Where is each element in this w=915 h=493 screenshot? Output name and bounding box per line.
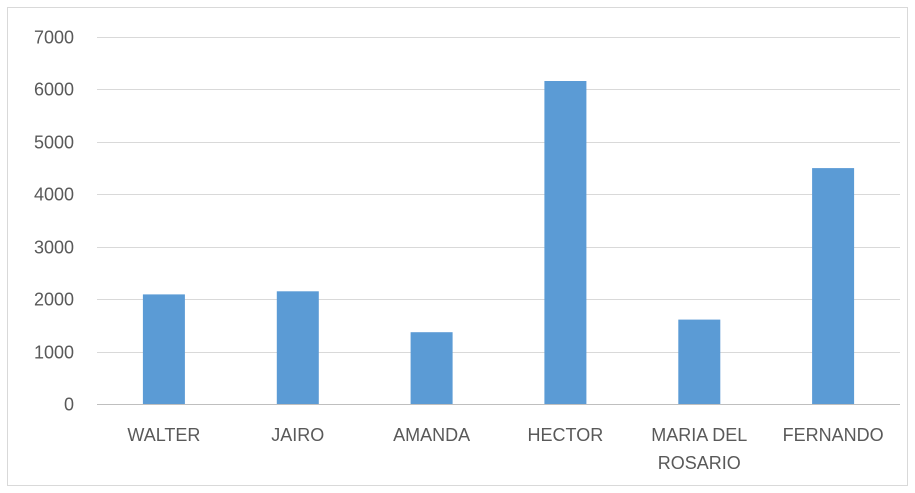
bar xyxy=(812,168,855,404)
y-tick-label: 2000 xyxy=(34,290,74,310)
x-tick-label: FERNANDO xyxy=(783,425,884,445)
bar xyxy=(678,319,721,404)
x-tick-label: JAIRO xyxy=(271,425,324,445)
bar xyxy=(544,81,587,404)
x-tick-label-line: MARIA DEL xyxy=(651,425,747,445)
y-tick-label: 1000 xyxy=(34,343,74,363)
x-tick-label-line: ROSARIO xyxy=(658,453,741,473)
gridlines xyxy=(97,37,900,353)
x-tick-label: HECTOR xyxy=(528,425,604,445)
y-tick-label: 0 xyxy=(64,395,74,415)
x-tick-label-line: AMANDA xyxy=(393,425,470,445)
x-tick-label: MARIA DEL ROSARIO xyxy=(651,425,747,473)
y-axis-tick-labels: 0 1000 2000 3000 4000 5000 6000 7000 xyxy=(34,28,74,415)
y-tick-label: 4000 xyxy=(34,185,74,205)
y-tick-label: 6000 xyxy=(34,80,74,100)
x-tick-label-line: JAIRO xyxy=(271,425,324,445)
x-tick-label-line: HECTOR xyxy=(528,425,604,445)
x-tick-label: WALTER xyxy=(127,425,200,445)
y-tick-label: 5000 xyxy=(34,133,74,153)
bars xyxy=(142,81,855,404)
bar xyxy=(276,291,319,404)
y-tick-label: 7000 xyxy=(34,28,74,48)
x-axis-tick-labels: WALTER JAIRO AMANDA HECTOR MARIA DEL ROSARIO F… xyxy=(127,425,883,473)
y-tick-label: 3000 xyxy=(34,238,74,258)
chart-border xyxy=(7,7,908,486)
x-tick-label: AMANDA xyxy=(393,425,470,445)
bar xyxy=(410,332,453,404)
x-tick-label-line: WALTER xyxy=(127,425,200,445)
bar xyxy=(142,294,185,404)
x-tick-label-line: FERNANDO xyxy=(783,425,884,445)
